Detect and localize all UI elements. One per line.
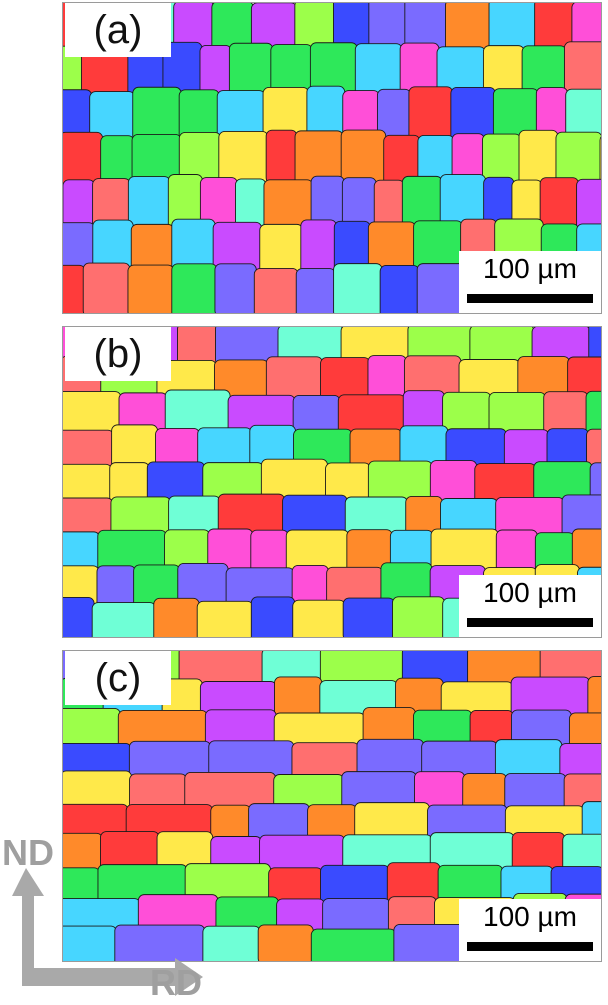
scale-bar-a: 100 µm (459, 251, 601, 313)
scale-line-b (467, 618, 593, 627)
ebsd-map-c (63, 651, 601, 961)
panel-b: (b) 100 µm (62, 326, 602, 638)
panel-label-a: (a) (65, 3, 171, 57)
scale-label-a: 100 µm (483, 253, 577, 284)
scale-bar-b: 100 µm (459, 575, 601, 637)
rd-axis-label: RD (150, 962, 202, 1003)
panel-label-c: (c) (65, 651, 171, 705)
panel-c: (c) 100 µm (62, 650, 602, 962)
ebsd-map-b (63, 327, 601, 637)
nd-axis-label: ND (2, 832, 54, 873)
orientation-axes: ND RD (0, 832, 215, 1005)
scale-line-c (467, 942, 593, 951)
panel-a: (a) 100 µm (62, 2, 602, 314)
scale-bar-c: 100 µm (459, 899, 601, 961)
scale-label-c: 100 µm (483, 901, 577, 932)
scale-label-b: 100 µm (483, 577, 577, 608)
scale-line-a (467, 294, 593, 303)
axes-arrows-icon (12, 868, 203, 996)
panel-label-b: (b) (65, 327, 171, 381)
